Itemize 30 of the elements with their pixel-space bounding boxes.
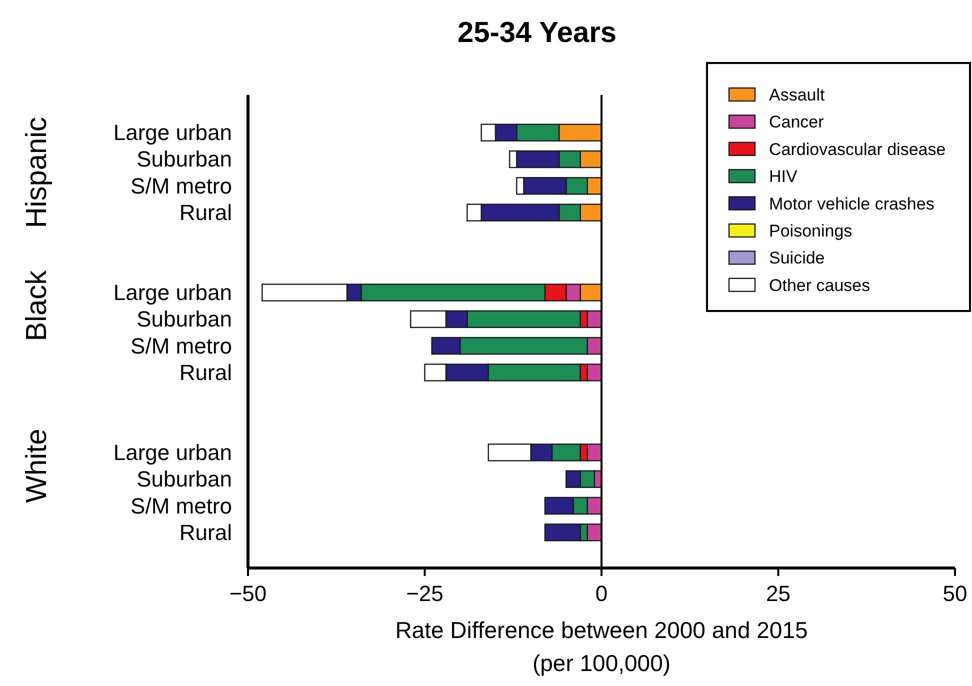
x-tick-label: 25 — [766, 581, 790, 606]
x-tick-label: 50 — [942, 581, 968, 606]
x-tick-label: 0 — [595, 581, 608, 606]
legend-label: Cancer — [769, 112, 824, 132]
legend-label: Assault — [769, 86, 826, 104]
legend-label: Other causes — [769, 276, 870, 295]
y-tick-label: Suburban — [136, 146, 232, 172]
y-tick-label: Rural — [179, 200, 232, 226]
legend-label: Motor vehicle crashes — [769, 194, 934, 214]
y-tick-label: S/M metro — [130, 493, 232, 518]
x-tick-label: −50 — [229, 581, 267, 606]
legend-label: Cardiovascular disease — [769, 140, 946, 159]
text: Hispanic — [21, 116, 53, 228]
y-tick-label: Rural — [179, 360, 232, 385]
y-tick-label: Rural — [179, 520, 232, 545]
y-tick-label: Large urban — [113, 440, 232, 465]
x-tick-label: −25 — [406, 581, 444, 606]
x-axis-title: Rate Difference between 2000 and 2015 (per 100,000) — [395, 617, 808, 676]
y-tick-label: S/M metro — [130, 333, 232, 358]
legend-label: Poisonings — [769, 222, 852, 240]
text: White — [21, 428, 53, 503]
y-tick-label: Large urban — [113, 120, 232, 146]
y-tick-label: Suburban — [136, 466, 232, 492]
legend-label: Suicide — [769, 248, 825, 268]
chart-title: 25-34 Years — [457, 17, 617, 49]
legend-label: HIV — [769, 167, 798, 186]
text: Black — [21, 270, 53, 342]
y-tick-label: Large urban — [113, 280, 232, 306]
y-tick-label: Suburban — [136, 306, 232, 332]
y-tick-label: S/M metro — [130, 173, 232, 198]
